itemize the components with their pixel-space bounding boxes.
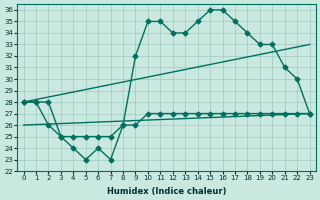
X-axis label: Humidex (Indice chaleur): Humidex (Indice chaleur) <box>107 187 226 196</box>
